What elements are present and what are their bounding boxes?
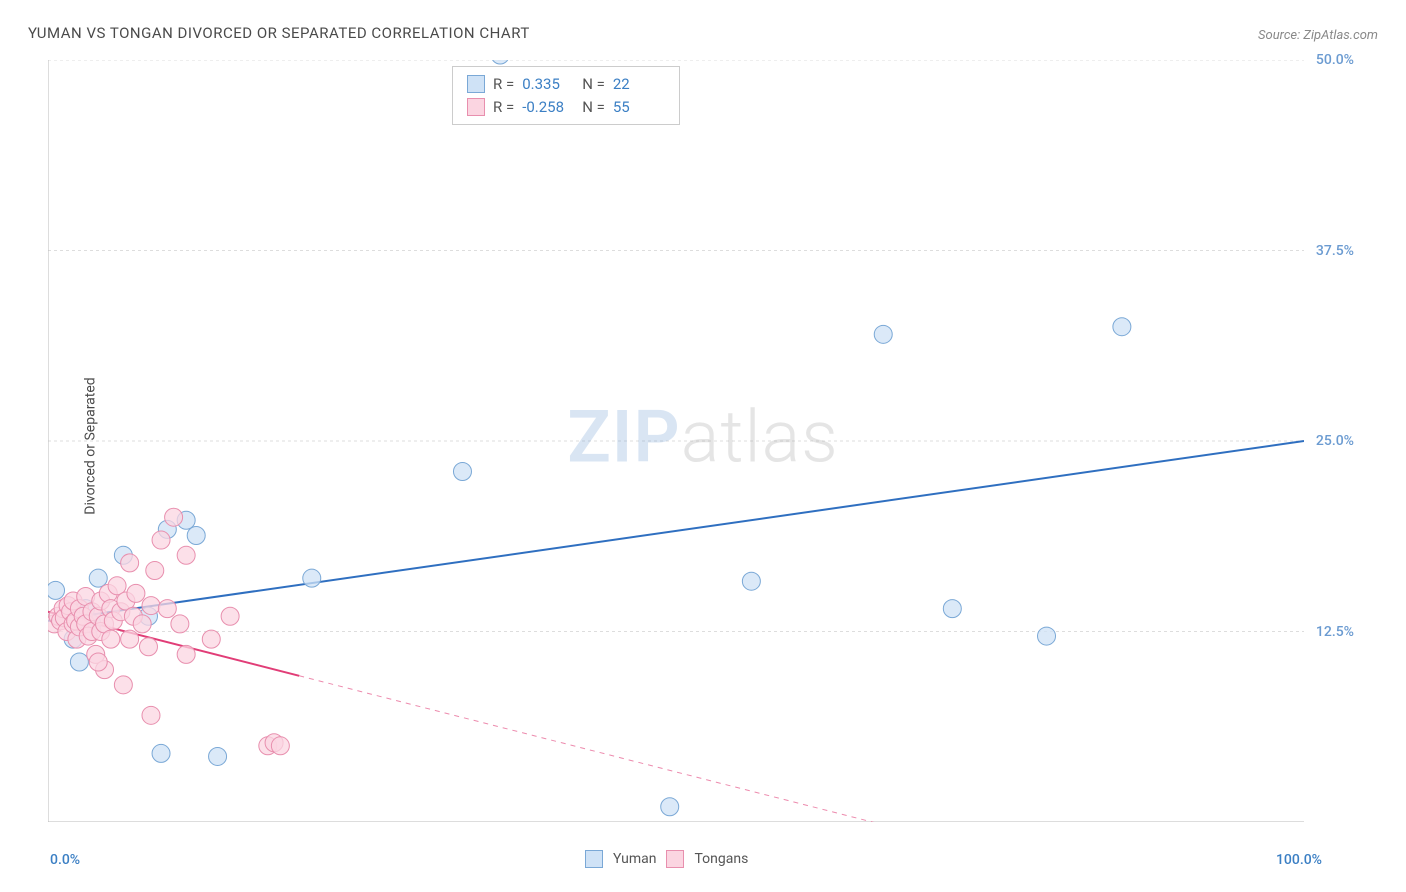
legend-row: R =-0.258N =55 <box>467 96 665 119</box>
y-tick-label: 37.5% <box>1316 243 1354 259</box>
chart-title: YUMAN VS TONGAN DIVORCED OR SEPARATED CO… <box>28 24 530 42</box>
legend-swatch <box>666 850 684 868</box>
scatter-plot <box>48 60 1304 822</box>
x-axis-max-label: 100.0% <box>1276 852 1322 868</box>
legend-swatch <box>467 98 485 116</box>
plot-svg <box>48 60 1304 822</box>
legend-swatch <box>467 75 485 93</box>
legend-swatch <box>585 850 603 868</box>
legend-row: R =0.335N =22 <box>467 73 665 96</box>
x-axis-min-label: 0.0% <box>50 852 80 868</box>
source-attribution: Source: ZipAtlas.com <box>1258 28 1378 43</box>
correlation-legend: R =0.335N =22R =-0.258N =55 <box>452 66 680 125</box>
legend-label: Tongans <box>694 851 748 867</box>
y-tick-label: 50.0% <box>1316 52 1354 68</box>
y-tick-label: 12.5% <box>1316 624 1354 640</box>
series-legend: Yuman Tongans <box>585 850 748 868</box>
y-tick-label: 25.0% <box>1316 433 1354 449</box>
legend-label: Yuman <box>613 851 656 867</box>
